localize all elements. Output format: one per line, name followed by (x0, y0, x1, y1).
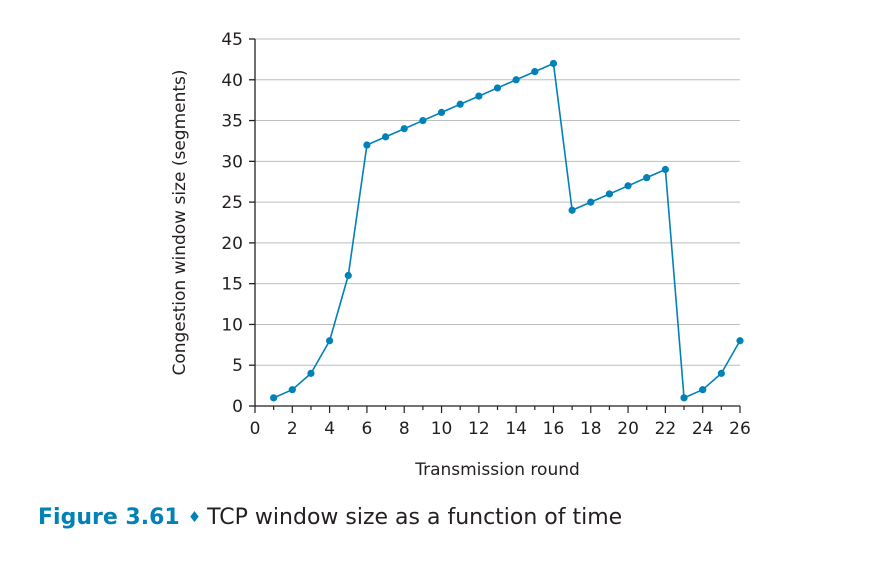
x-tick-label-8: 8 (399, 419, 410, 439)
chart-series (270, 59, 744, 402)
y-tick-label-20: 20 (221, 234, 243, 254)
y-tick-label-30: 30 (221, 152, 243, 172)
data-point-21 (643, 174, 651, 182)
data-point-20 (624, 182, 632, 190)
data-point-6 (363, 141, 371, 149)
x-tick-label-10: 10 (431, 419, 453, 439)
x-tick-label-18: 18 (580, 419, 602, 439)
x-tick-label-4: 4 (324, 419, 335, 439)
data-point-8 (400, 125, 408, 133)
y-tick-label-0: 0 (232, 397, 243, 417)
data-point-7 (381, 133, 390, 141)
y-tick-label-40: 40 (221, 71, 243, 91)
y-tick-label-10: 10 (221, 315, 243, 335)
y-tick-label-25: 25 (221, 193, 243, 213)
data-point-11 (456, 100, 464, 108)
data-point-17 (568, 206, 576, 214)
data-point-26 (736, 337, 744, 345)
data-point-22 (661, 165, 669, 174)
data-point-3 (307, 369, 315, 377)
figure-caption: Figure 3.61 ♦ TCP window size as a functio… (38, 505, 622, 530)
data-point-12 (475, 92, 483, 100)
y-tick-label-5: 5 (232, 356, 243, 376)
x-tick-label-26: 26 (729, 419, 751, 439)
diamond-separator-icon: ♦ (187, 508, 202, 526)
data-point-2 (288, 386, 296, 394)
chart-axes (254, 39, 740, 407)
data-point-19 (605, 190, 614, 198)
data-point-18 (587, 198, 595, 206)
figure-label: Figure 3.61 (38, 505, 180, 530)
y-tick-label-35: 35 (221, 112, 243, 132)
figure-caption-text: TCP window size as a function of time (207, 505, 623, 530)
x-tick-label-14: 14 (505, 419, 527, 439)
x-tick-label-22: 22 (655, 419, 677, 439)
y-tick-label-45: 45 (221, 30, 243, 50)
x-tick-label-24: 24 (692, 419, 714, 439)
series-line-0 (273, 62, 741, 399)
x-tick-label-0: 0 (250, 419, 261, 439)
data-point-16 (549, 59, 558, 68)
x-tick-label-16: 16 (543, 419, 565, 439)
data-point-9 (419, 116, 427, 125)
data-point-1 (270, 394, 278, 402)
x-tick-label-2: 2 (287, 419, 298, 439)
chart-grid (255, 38, 740, 366)
y-tick-label-15: 15 (221, 275, 243, 295)
data-point-14 (512, 76, 520, 84)
data-point-10 (437, 108, 446, 116)
data-point-25 (717, 369, 725, 377)
data-point-13 (493, 84, 502, 92)
x-tick-label-6: 6 (362, 419, 373, 439)
data-point-4 (326, 337, 334, 345)
y-axis-title: Congestion window size (segments) (170, 69, 190, 375)
data-point-23 (680, 394, 688, 402)
data-point-15 (531, 68, 539, 76)
data-point-5 (344, 271, 352, 280)
x-tick-label-12: 12 (468, 419, 490, 439)
data-point-24 (699, 386, 707, 394)
x-tick-label-20: 20 (617, 419, 639, 439)
x-axis-title: Transmission round (414, 460, 580, 480)
